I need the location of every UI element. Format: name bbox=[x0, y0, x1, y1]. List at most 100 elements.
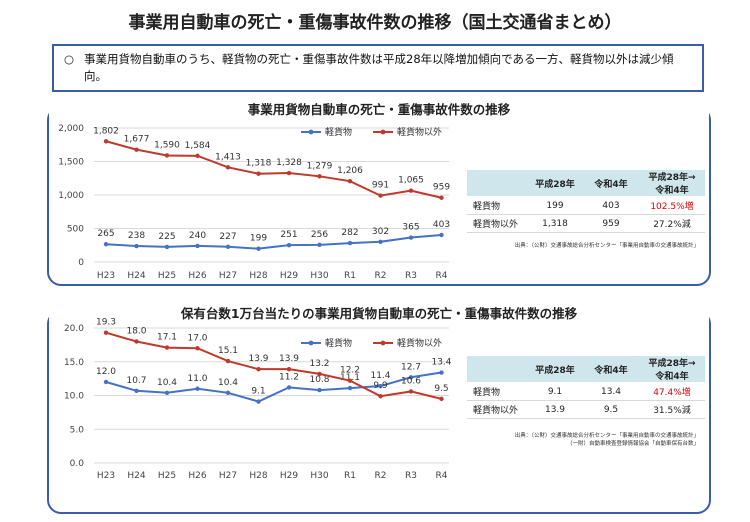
table-2-header-1: 平成28年 bbox=[527, 356, 583, 383]
y-tick-label: 500 bbox=[67, 225, 84, 235]
data-point bbox=[103, 330, 109, 335]
summary-box: ○ 事業用貨物自動車のうち、軽貨物の死亡・重傷事故件数は平成28年以降増加傾向で… bbox=[52, 44, 704, 92]
data-point bbox=[256, 171, 261, 176]
data-point bbox=[439, 195, 444, 200]
data-point bbox=[103, 379, 109, 385]
data-point bbox=[195, 346, 200, 351]
table-row: 軽貨物以外 1,318 959 27.2%減 bbox=[467, 214, 705, 233]
x-tick-label: H24 bbox=[127, 271, 145, 281]
data-point bbox=[256, 246, 261, 251]
data-label: 1,584 bbox=[185, 141, 211, 151]
table-1-header-1: 平成28年 bbox=[527, 170, 583, 197]
data-point bbox=[347, 178, 353, 184]
table-1-cell: 403 bbox=[583, 196, 639, 215]
data-point bbox=[195, 153, 200, 159]
table-2-cell: 9.1 bbox=[527, 382, 583, 401]
data-label: 256 bbox=[311, 230, 328, 240]
x-tick-label: H27 bbox=[219, 271, 237, 281]
legend-label: 軽貨物 bbox=[325, 337, 352, 349]
data-label: 11.1 bbox=[340, 373, 360, 383]
data-point bbox=[317, 174, 322, 179]
chart-2-title: 保有台数1万台当たりの事業用貨物自動車の死亡・重傷事故件数の推移 bbox=[172, 306, 586, 321]
x-tick-label: H25 bbox=[158, 471, 176, 481]
table-row: 軽貨物 9.1 13.4 47.4%増 bbox=[467, 382, 705, 401]
data-label: 10.6 bbox=[401, 376, 421, 386]
x-tick-label: R3 bbox=[405, 471, 417, 481]
data-label: 13.4 bbox=[431, 358, 451, 368]
chart-1-svg: 0 500 1,000 1,500 2,000 H23 H24 H25 H26 H27 H28 H29… bbox=[58, 124, 450, 281]
y-tick-label: 2,000 bbox=[58, 124, 84, 134]
table-1-header-2: 令和4年 bbox=[583, 170, 639, 197]
summary-text: 事業用貨物自動車のうち、軽貨物の死亡・重傷事故件数は平成28年以降増加傾向である… bbox=[84, 52, 674, 83]
x-tick-label: H28 bbox=[249, 271, 267, 281]
table-1-cell: 軽貨物以外 bbox=[467, 214, 527, 233]
x-tick-label: R4 bbox=[436, 471, 448, 481]
data-label: 403 bbox=[433, 220, 450, 230]
x-tick-label: H29 bbox=[280, 271, 298, 281]
data-point bbox=[256, 366, 261, 372]
x-tick-label: H29 bbox=[280, 471, 298, 481]
data-point bbox=[134, 339, 139, 344]
data-label: 13.2 bbox=[309, 359, 329, 369]
data-label: 227 bbox=[219, 232, 236, 242]
table-1-cell: 959 bbox=[583, 214, 639, 233]
data-label: 1,677 bbox=[124, 135, 150, 145]
data-label: 959 bbox=[433, 183, 450, 193]
chart-1-source: 出典：（公財）交通事故総合分析センター「事業用自動車の交通事故統計」 bbox=[514, 243, 699, 249]
data-point bbox=[378, 383, 383, 389]
data-point bbox=[164, 390, 170, 395]
x-tick-label: R2 bbox=[375, 271, 387, 281]
table-row: 軽貨物以外 13.9 9.5 31.5%減 bbox=[467, 400, 705, 419]
data-label: 9.1 bbox=[251, 387, 265, 397]
data-label: 13.9 bbox=[279, 354, 299, 364]
data-label: 17.1 bbox=[157, 333, 177, 343]
y-tick-label: 0 bbox=[78, 258, 84, 268]
data-label: 1,065 bbox=[398, 176, 424, 186]
data-label: 10.4 bbox=[157, 378, 177, 388]
data-point bbox=[439, 370, 444, 375]
x-tick-label: H25 bbox=[158, 271, 176, 281]
x-tick-label: R4 bbox=[436, 271, 448, 281]
data-label: 10.8 bbox=[309, 375, 329, 385]
table-1-header-3: 平成28年→ 令和4年 bbox=[639, 170, 705, 197]
data-label: 12.0 bbox=[96, 367, 116, 377]
data-point bbox=[317, 387, 322, 393]
x-tick-label: H23 bbox=[97, 271, 115, 281]
data-point bbox=[347, 385, 353, 391]
legend-label: 軽貨物以外 bbox=[397, 337, 442, 349]
data-label: 225 bbox=[158, 232, 175, 242]
data-label: 12.2 bbox=[340, 366, 360, 376]
chart-2-svg: 0.0 5.0 10.0 15.0 20.0 H23 H24 H25 H26 H27 H28 H29 H… bbox=[64, 318, 452, 481]
data-label: 365 bbox=[402, 223, 419, 233]
data-point bbox=[195, 243, 200, 249]
data-point bbox=[378, 393, 383, 399]
data-label: 1,590 bbox=[154, 140, 180, 150]
table-2-cell: 軽貨物 bbox=[467, 382, 527, 401]
data-point bbox=[378, 239, 383, 244]
chart-panel-2: 保有台数1万台当たりの事業用貨物自動車の死亡・重傷事故件数の推移 0.0 5.0 1… bbox=[47, 303, 711, 514]
chart-2-source: 出典：（公財）交通事故総合分析センター「事業用自動車の交通事故統計」 （一財）自… bbox=[514, 433, 699, 447]
table-2-cell: 13.9 bbox=[527, 400, 583, 419]
data-point bbox=[347, 378, 353, 383]
table-row: 軽貨物 199 403 102.5%増 bbox=[467, 196, 705, 215]
x-tick-label: H30 bbox=[310, 271, 328, 281]
x-tick-label: R3 bbox=[405, 271, 417, 281]
series-line-0 bbox=[105, 371, 442, 403]
table-2-cell: 31.5%減 bbox=[639, 400, 705, 419]
table-2-cell: 47.4%増 bbox=[639, 382, 705, 401]
data-point bbox=[347, 240, 353, 246]
data-label: 11.2 bbox=[279, 372, 299, 382]
data-label: 265 bbox=[97, 229, 114, 239]
data-point bbox=[286, 366, 292, 372]
data-point bbox=[317, 371, 322, 377]
data-point bbox=[164, 153, 170, 158]
data-point bbox=[286, 242, 292, 248]
table-1-cell: 102.5%増 bbox=[639, 196, 705, 215]
data-label: 17.0 bbox=[187, 333, 207, 343]
chart-1-table: 平成28年 令和4年 平成28年→ 令和4年 軽貨物 199 403 102.5%… bbox=[467, 170, 705, 233]
data-label: 240 bbox=[189, 231, 206, 241]
data-label: 12.7 bbox=[401, 362, 421, 372]
data-label: 1,206 bbox=[337, 166, 363, 176]
y-tick-label: 10.0 bbox=[64, 392, 84, 402]
data-point bbox=[439, 396, 444, 402]
